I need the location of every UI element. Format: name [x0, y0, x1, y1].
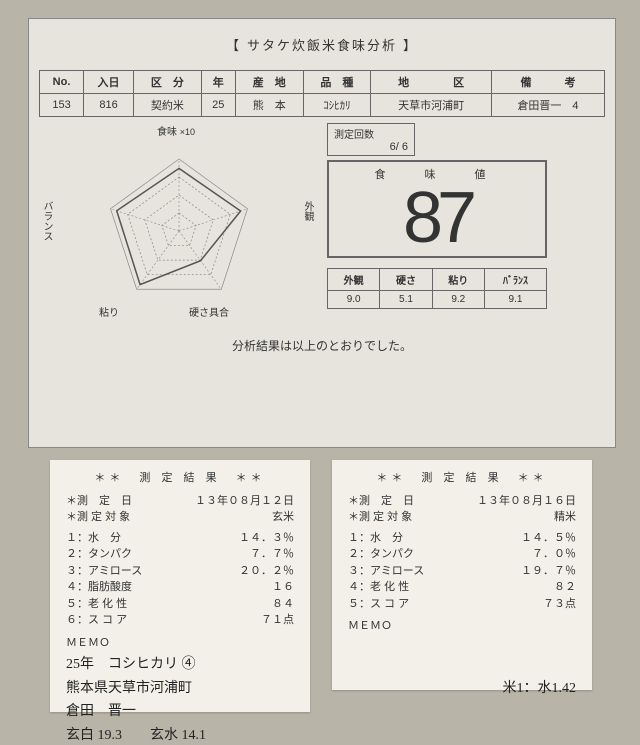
r1-r1v: ７．０％ [486, 546, 576, 563]
r0-hand1: 熊本県天草市河浦町 [66, 679, 294, 699]
receipt-head: ＊＊ 測 定 結 果 ＊＊ [66, 470, 294, 487]
receipt-right: ＊＊ 測 定 結 果 ＊＊ ＊測 定 日 １３年０８月１６日 ＊測 定 対 象 精米… [332, 460, 592, 690]
receipt-head: ＊＊ 測 定 結 果 ＊＊ [348, 470, 576, 487]
r1-meta0v: １３年０８月１６日 [477, 493, 576, 510]
axis-label-taste: 食味 ×10 [157, 123, 195, 138]
receipt-left: ＊＊ 測 定 結 果 ＊＊ ＊測 定 日 １３年０８月１２日 ＊測 定 対 象 玄米… [50, 460, 310, 712]
r1-r2k: ３：アミロース [348, 563, 424, 580]
th-indate: 入日 [84, 71, 134, 94]
r1-r4k: ５：ス コ ア [348, 596, 409, 613]
r0-r3k: ４：脂肪酸度 [66, 579, 132, 596]
dv-2: 9.2 [432, 291, 484, 309]
taste-score-box: 食 味 値 87 [327, 160, 547, 258]
axis-label-appearance: 外観 [300, 201, 315, 221]
r1-r4v: ７３点 [486, 596, 576, 613]
info-table: No. 入日 区 分 年 産 地 品 種 地 区 備 考 153 816 契約米… [39, 70, 605, 117]
r0-hand2: 倉田 晋一 [66, 702, 294, 722]
r0-r4k: ５：老 化 性 [66, 596, 127, 613]
r1-r3v: ８２ [486, 579, 576, 596]
cell-no: 153 [40, 94, 84, 117]
cell-origin: 熊 本 [235, 94, 303, 117]
dh-1: 硬さ [380, 269, 432, 291]
r1-r3k: ４：老 化 性 [348, 579, 409, 596]
dh-0: 外観 [328, 269, 380, 291]
r1-meta1k: ＊測 定 対 象 [348, 509, 412, 526]
r0-meta0k: ＊測 定 日 [66, 493, 132, 510]
r1-hand0: 米1：水1.42 [348, 679, 576, 699]
cell-indate: 816 [84, 94, 134, 117]
cell-remark: 倉田晋一 4 [492, 94, 605, 117]
r0-r5v: ７１点 [204, 612, 294, 629]
r1-meta0k: ＊測 定 日 [348, 493, 414, 510]
th-remark: 備 考 [492, 71, 605, 94]
th-no: No. [40, 71, 84, 94]
cell-year: 25 [201, 94, 235, 117]
r1-r1k: ２：タンパク [348, 546, 414, 563]
r1-r0v: １４．５％ [486, 530, 576, 547]
radar-chart: 食味 ×10 外観 硬さ具合 粘り バランス [39, 123, 319, 323]
r0-r1k: ２：タンパク [66, 546, 132, 563]
r0-r4v: ８４ [204, 596, 294, 613]
r0-meta1v: 玄米 [204, 509, 294, 526]
axis-label-balance: バランス [39, 201, 54, 241]
r0-r2k: ３：アミロース [66, 563, 142, 580]
dv-3: 9.1 [484, 291, 546, 309]
r0-r2v: ２０．２％ [204, 563, 294, 580]
info-data-row: 153 816 契約米 25 熊 本 ｺｼﾋｶﾘ 天草市河浦町 倉田晋一 4 [40, 94, 605, 117]
title: サタケ炊飯米食味分析 [247, 38, 397, 53]
th-kubun: 区 分 [134, 71, 202, 94]
footer-note: 分析結果は以上のとおりでした。 [39, 337, 605, 354]
dv-1: 5.1 [380, 291, 432, 309]
r0-r3v: １６ [204, 579, 294, 596]
cell-kubun: 契約米 [134, 94, 202, 117]
r0-meta0v: １３年０８月１２日 [195, 493, 294, 510]
dv-0: 9.0 [328, 291, 380, 309]
r0-r0k: １：水 分 [66, 530, 121, 547]
r0-r5k: ６：ス コ ア [66, 612, 127, 629]
detail-table: 外観 硬さ 粘り ﾊﾞﾗﾝｽ 9.0 5.1 9.2 9.1 [327, 268, 547, 309]
r0-hand3: 玄白 19.3 玄水 14.1 [66, 726, 294, 745]
th-year: 年 [201, 71, 235, 94]
cell-variety: ｺｼﾋｶﾘ [303, 94, 371, 117]
info-header-row: No. 入日 区 分 年 産 地 品 種 地 区 備 考 [40, 71, 605, 94]
r1-memo: ＭＥＭＯ [348, 618, 576, 635]
r1-r2v: １９．７％ [486, 563, 576, 580]
r0-hand0: 25年 コシヒカリ ④ [66, 655, 294, 675]
dh-2: 粘り [432, 269, 484, 291]
measurement-count: 測定回数 6/ 6 [327, 123, 415, 156]
th-origin: 産 地 [235, 71, 303, 94]
th-area: 地 区 [371, 71, 492, 94]
score-value: 87 [337, 182, 537, 254]
r0-r1v: ７．７％ [204, 546, 294, 563]
cell-area: 天草市河浦町 [371, 94, 492, 117]
r0-memo: ＭＥＭＯ [66, 635, 294, 652]
title-row: 【サタケ炊飯米食味分析】 [39, 35, 605, 54]
dh-3: ﾊﾞﾗﾝｽ [484, 269, 546, 291]
axis-label-hardness: 硬さ具合 [189, 304, 229, 319]
count-label: 測定回数 [334, 126, 408, 141]
r1-r0k: １：水 分 [348, 530, 403, 547]
axis-label-sticky: 粘り [99, 304, 119, 319]
th-variety: 品 種 [303, 71, 371, 94]
r1-meta1v: 精米 [486, 509, 576, 526]
analysis-sheet: 【サタケ炊飯米食味分析】 No. 入日 区 分 年 産 地 品 種 地 区 備 … [28, 18, 616, 448]
r0-meta1k: ＊測 定 対 象 [66, 509, 130, 526]
count-value: 6/ 6 [334, 141, 408, 153]
r0-r0v: １４．３％ [204, 530, 294, 547]
radar-svg [69, 133, 289, 323]
